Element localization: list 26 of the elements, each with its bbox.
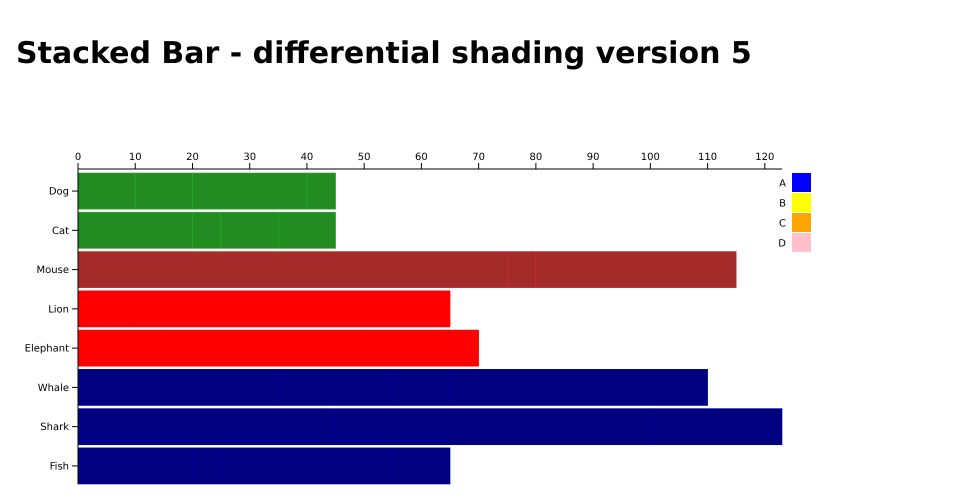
text: D (778, 238, 786, 250)
y-tick-label: Mouse (36, 265, 69, 276)
x-tick-label: 10 (128, 152, 142, 163)
chart-title: Stacked Bar - differential shading version 5 (16, 36, 752, 71)
y-tick-label: Shark (40, 422, 70, 434)
x-tick-label: 70 (472, 152, 486, 163)
x-tick-label: 110 (698, 152, 718, 163)
x-tick-label: 0 (74, 152, 82, 163)
y-tick-label: Fish (50, 461, 69, 472)
x-tick-label: 80 (530, 152, 542, 163)
x-tick-label: 100 (640, 152, 660, 163)
x-tick-label: 40 (300, 152, 314, 163)
x-tick-label: 120 (755, 152, 774, 163)
y-tick-label: Lion (48, 304, 69, 316)
x-tick-label: 60 (415, 152, 428, 163)
y-tick-label: Dog (48, 186, 69, 198)
x-tick-label: 30 (243, 152, 256, 163)
y-tick-label: Cat (52, 226, 70, 237)
y-tick-label: Whale (38, 382, 69, 394)
x-tick-label: 50 (358, 152, 371, 163)
x-tick-label: 20 (186, 152, 199, 163)
x-tick-label: 90 (586, 152, 600, 163)
y-tick-label: Elephant (24, 344, 70, 355)
text: A (779, 178, 786, 190)
text: B (779, 198, 786, 210)
text: C (779, 218, 786, 230)
